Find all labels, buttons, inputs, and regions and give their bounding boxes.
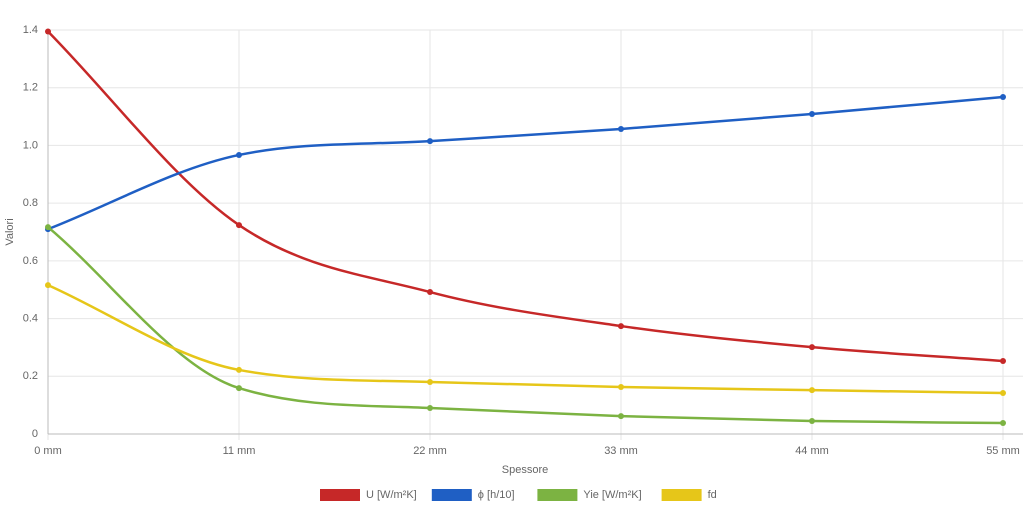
x-tick-label: 11 mm <box>223 445 256 457</box>
data-point <box>236 151 242 158</box>
data-point <box>45 282 51 289</box>
data-point <box>809 387 815 394</box>
legend-label[interactable]: U [W/m²K] <box>366 489 417 501</box>
series-line <box>47 283 1004 395</box>
y-tick-label: 0.2 <box>23 370 38 382</box>
data-point <box>1000 357 1006 364</box>
data-point <box>618 125 624 132</box>
data-point <box>427 138 433 145</box>
series-line <box>47 226 1004 425</box>
data-point <box>236 385 242 392</box>
y-tick-label: 1.2 <box>23 82 38 94</box>
legend-label[interactable]: fd <box>708 489 717 501</box>
data-point <box>427 379 433 386</box>
data-point <box>236 366 242 373</box>
data-point <box>618 413 624 420</box>
legend-swatch[interactable] <box>320 489 360 501</box>
data-point <box>45 28 51 35</box>
legend-swatch[interactable] <box>431 489 472 501</box>
y-tick-label: 0.6 <box>23 255 38 267</box>
y-axis-title: Valori <box>4 218 16 245</box>
data-point <box>618 383 624 390</box>
data-point <box>809 344 815 351</box>
legend-swatch[interactable] <box>661 489 702 501</box>
legend-label[interactable]: Yie [W/m²K] <box>583 489 641 501</box>
data-point <box>618 323 624 330</box>
legend-swatch[interactable] <box>537 489 578 501</box>
x-tick-label: 33 mm <box>604 445 638 457</box>
y-tick-label: 1.0 <box>23 139 38 151</box>
x-tick-label: 44 mm <box>795 445 829 457</box>
data-point <box>809 110 815 117</box>
x-tick-label: 22 mm <box>413 445 447 457</box>
data-point <box>1000 390 1006 397</box>
x-tick-label: 55 mm <box>986 445 1020 457</box>
data-point <box>1000 93 1006 100</box>
x-axis-title: Spessore <box>502 464 548 476</box>
data-point <box>1000 420 1006 427</box>
data-point <box>45 224 51 231</box>
y-tick-label: 1.4 <box>23 24 38 36</box>
data-point <box>236 222 242 229</box>
y-tick-label: 0.4 <box>23 312 38 324</box>
legend-label[interactable]: ϕ [h/10] <box>478 489 515 501</box>
data-point <box>809 418 815 425</box>
data-point <box>427 405 433 412</box>
series-line <box>47 30 1004 363</box>
x-tick-label: 0 mm <box>34 445 62 457</box>
data-point <box>427 289 433 296</box>
y-tick-label: 0.8 <box>23 197 38 209</box>
y-tick-label: 0 <box>32 428 38 440</box>
series-line <box>47 95 1004 231</box>
